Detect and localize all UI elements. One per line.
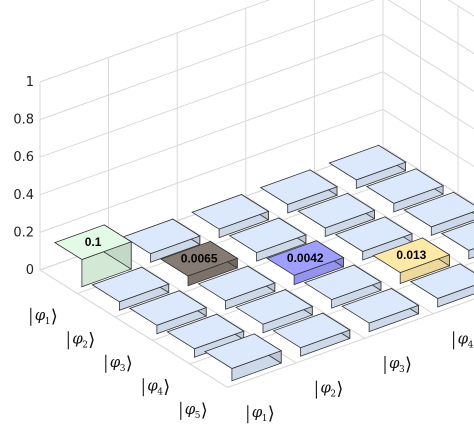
svg-text:1: 1 [45,317,51,327]
bar-φ4-φ5 [440,221,474,260]
bars [53,144,474,382]
svg-text:φ: φ [389,354,400,372]
z-tick-label: 0.6 [13,150,34,165]
svg-text:φ: φ [458,329,469,347]
data-label: 0.1 [85,235,102,249]
bar-φ3-φ1 [128,289,208,335]
svg-text:⟩: ⟩ [126,353,133,374]
bar-φ3-φ2 [197,265,276,310]
svg-text:⟩: ⟩ [163,376,170,397]
data-label: 0.0042 [287,251,324,265]
svg-text:2: 2 [82,340,88,350]
svg-text:φ: φ [320,379,331,397]
svg-text:2: 2 [330,390,336,400]
z-tick-label: 1 [26,75,34,90]
svg-text:φ: φ [72,329,83,347]
bar-φ1-φ2 [122,218,201,263]
bar-φ1-φ5 [328,144,407,189]
bar-φ3-φ3 [266,239,345,286]
bar-φ2-φ3 [228,217,307,262]
svg-text:φ: φ [35,306,46,324]
bar-φ5-φ2 [272,312,351,357]
bar-φ4-φ4 [372,237,451,285]
data-label: 0.013 [396,248,426,262]
svg-text:3: 3 [120,364,126,374]
floor-gridline [227,298,474,388]
col-label-4: φ4⟩ [453,329,474,350]
svg-text:⟩: ⟩ [336,379,343,400]
floor-gridline [176,220,365,339]
svg-text:⟩: ⟩ [51,306,58,327]
bar-φ5-φ1 [203,333,283,382]
floor-gridline [314,171,474,273]
svg-text:4: 4 [468,340,474,350]
bar-φ4-φ2 [235,288,314,334]
col-label-3: φ 3 ⟩ [384,354,412,375]
wall-gridline [39,0,474,83]
svg-text:⟩: ⟩ [88,329,95,350]
svg-text:5: 5 [195,411,201,421]
row-label-4: φ 4 ⟩ [142,376,170,397]
svg-text:φ: φ [185,400,196,418]
wall-gridline [39,33,474,158]
wall-gridline [39,0,474,121]
row-label-1: φ 1 ⟩ [30,306,58,327]
floor-gridline [39,269,228,388]
svg-text:φ: φ [147,376,158,394]
z-tick-label: 0.8 [13,113,34,128]
z-tick-labels: 0 0.2 0.4 0.6 0.8 1 [13,75,34,278]
bar-φ1-φ4 [259,169,338,214]
z-tick-label: 0.4 [13,188,34,203]
bar-φ4-φ1 [166,313,245,358]
row-axis-labels: φ 1 ⟩φ 2 ⟩φ 3 ⟩φ 4 ⟩φ 5 ⟩ [30,306,208,421]
row-label-3: φ 3 ⟩ [105,353,133,374]
data-label: 0.0065 [181,252,218,266]
row-label-2: φ 2 ⟩ [67,329,95,350]
bar-φ2-φ5 [365,168,445,213]
bar-φ2-φ1 [91,266,170,311]
row-label-5: φ 5 ⟩ [180,400,208,421]
svg-text:⟩: ⟩ [405,354,412,375]
bar-φ1-φ1 [53,224,133,288]
bar-φ5-φ3 [341,287,420,333]
bar-φ3-φ4 [334,216,413,261]
bar-φ4-φ3 [303,264,382,309]
bar-φ3-φ5 [403,191,474,236]
svg-text:4: 4 [157,387,163,397]
svg-text:⟩: ⟩ [268,403,275,424]
svg-text:φ: φ [110,353,121,371]
svg-text:1: 1 [262,414,268,424]
svg-text:⟩: ⟩ [201,400,208,421]
bar-φ2-φ2 [160,240,239,287]
svg-text:φ: φ [252,403,263,421]
bar-φ1-φ3 [191,193,270,239]
bar-φ5-φ4 [409,263,474,308]
col-label-1: φ 1 ⟩ [247,403,275,424]
svg-text:3: 3 [399,365,405,375]
col-label-2: φ 2 ⟩ [315,379,343,400]
z-tick-label: 0 [26,263,34,278]
bar-φ2-φ4 [297,192,376,238]
z-tick-label: 0.2 [13,225,34,240]
